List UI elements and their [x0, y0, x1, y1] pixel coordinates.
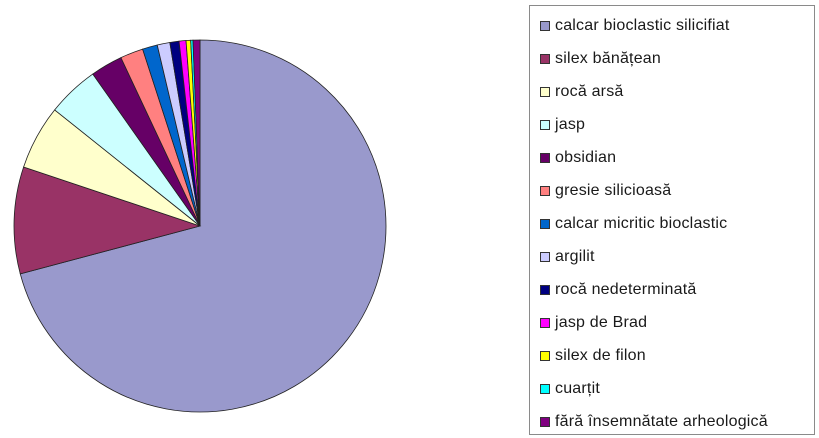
chart-legend: calcar bioclastic silicifiat silex bănăț…	[529, 5, 815, 435]
legend-swatch	[540, 252, 550, 262]
legend-label: jasp	[555, 116, 586, 133]
legend-swatch	[540, 384, 550, 394]
legend-label: calcar bioclastic silicifiat	[555, 17, 730, 34]
legend-label: fără însemnătate arheologică	[555, 413, 768, 430]
legend-label: obsidian	[555, 149, 617, 166]
pie-slice	[19, 39, 387, 413]
legend-label: argilit	[555, 248, 595, 265]
legend-item-calcar-bioclastic-silicifiat: calcar bioclastic silicifiat	[540, 16, 730, 36]
legend-item-roca-arsa: rocă arsă	[540, 82, 624, 102]
legend-label: jasp de Brad	[555, 314, 648, 331]
legend-item-argilit: argilit	[540, 247, 595, 267]
legend-swatch	[540, 351, 550, 361]
legend-label: rocă arsă	[555, 83, 624, 100]
legend-item-jasp-de-brad: jasp de Brad	[540, 313, 647, 333]
legend-swatch	[540, 219, 550, 229]
legend-item-silex-de-filon: silex de filon	[540, 346, 646, 366]
legend-item-obsidian: obsidian	[540, 148, 616, 168]
legend-label: silex de filon	[555, 347, 646, 364]
legend-item-cuartit: cuarțit	[540, 379, 600, 399]
legend-label: rocă nedeterminată	[555, 281, 697, 298]
legend-label: calcar micritic bioclastic	[555, 215, 728, 232]
legend-swatch	[540, 120, 550, 130]
legend-swatch	[540, 417, 550, 427]
legend-item-calcar-micritic-bioclastic: calcar micritic bioclastic	[540, 214, 727, 234]
legend-swatch	[540, 318, 550, 328]
pie-slice	[192, 39, 201, 227]
legend-label: gresie silicioasă	[555, 182, 672, 199]
legend-label: silex bănățean	[555, 50, 661, 67]
legend-item-gresie-silicioasa: gresie silicioasă	[540, 181, 671, 201]
pie-chart	[13, 39, 387, 413]
pie-slice	[13, 166, 202, 275]
legend-swatch	[540, 21, 550, 31]
legend-item-silex-banatean: silex bănățean	[540, 49, 661, 69]
legend-swatch	[540, 54, 550, 64]
legend-swatch	[540, 285, 550, 295]
legend-item-fara-insemnatate-arheologica: fără însemnătate arheologică	[540, 412, 768, 432]
legend-item-jasp: jasp	[540, 115, 585, 135]
legend-swatch	[540, 153, 550, 163]
legend-item-roca-nedeterminata: rocă nedeterminată	[540, 280, 696, 300]
legend-swatch	[540, 87, 550, 97]
legend-label: cuarțit	[555, 380, 600, 397]
legend-swatch	[540, 186, 550, 196]
